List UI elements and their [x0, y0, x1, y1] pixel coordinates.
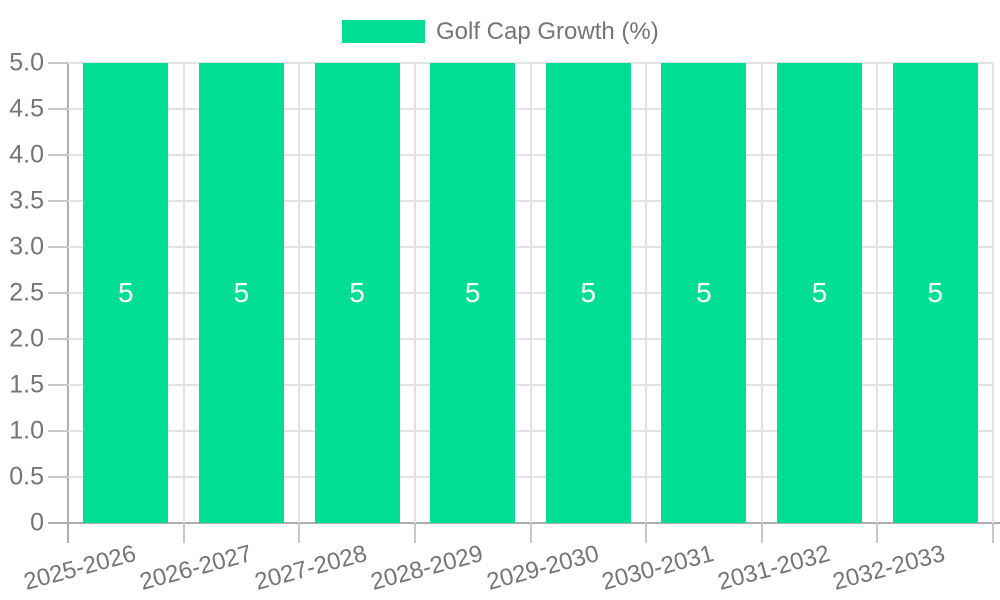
y-tick — [48, 338, 68, 340]
x-gridline — [413, 63, 416, 523]
y-axis-tick-label: 5.0 — [9, 48, 44, 77]
x-gridline — [992, 63, 994, 523]
x-axis-tick-label: 2031-2032 — [714, 540, 833, 596]
y-axis-tick-label: 3.5 — [9, 186, 44, 215]
bar[interactable]: 5 — [661, 63, 747, 523]
y-axis-tick-label: 4.0 — [9, 140, 44, 169]
y-axis-tick-label: 2.5 — [9, 278, 44, 307]
y-tick — [48, 292, 68, 294]
x-axis-tick-label: 2030-2031 — [599, 540, 717, 596]
bar-value-label: 5 — [927, 277, 943, 308]
x-gridline — [760, 63, 763, 523]
bar-value-label: 5 — [118, 277, 134, 308]
y-axis-line — [67, 63, 69, 543]
x-axis-tick-label: 2028-2029 — [367, 540, 486, 596]
x-tick — [876, 523, 879, 543]
bar[interactable]: 5 — [545, 63, 631, 523]
y-axis-tick-label: 1.0 — [9, 416, 44, 445]
y-tick — [48, 154, 68, 156]
x-tick — [182, 523, 185, 543]
bar-value-label: 5 — [696, 277, 712, 308]
x-axis-tick-label: 2026-2027 — [136, 540, 255, 596]
y-tick — [48, 62, 68, 64]
legend-item[interactable]: Golf Cap Growth (%) — [342, 18, 659, 45]
x-tick — [298, 523, 301, 543]
x-axis-tick-label: 2032-2033 — [830, 540, 949, 596]
y-axis-tick-label: 0.5 — [9, 462, 44, 491]
y-tick — [48, 384, 68, 386]
x-gridline — [182, 63, 185, 523]
y-axis-tick-label: 0 — [30, 508, 44, 537]
x-axis-line — [48, 522, 1000, 524]
y-tick — [48, 476, 68, 478]
x-gridline — [645, 63, 648, 523]
y-tick — [48, 246, 68, 248]
bar-value-label: 5 — [580, 277, 597, 308]
bar[interactable]: 5 — [777, 63, 863, 523]
bar[interactable]: 5 — [430, 63, 516, 523]
bar[interactable]: 5 — [198, 63, 284, 523]
y-axis-tick-label: 4.5 — [9, 94, 44, 123]
y-axis-tick-label: 3.0 — [9, 232, 44, 261]
x-axis-tick-label: 2027-2028 — [252, 540, 371, 596]
x-tick — [760, 523, 763, 543]
bar[interactable]: 5 — [892, 63, 978, 523]
x-tick — [992, 523, 994, 543]
legend-label: Golf Cap Growth (%) — [436, 18, 659, 45]
bar-value-label: 5 — [464, 277, 481, 308]
bar-value-label: 5 — [349, 277, 365, 308]
y-tick — [48, 108, 68, 110]
x-tick — [413, 523, 416, 543]
y-tick — [48, 200, 68, 202]
legend-swatch-icon — [342, 20, 425, 43]
x-axis-tick-label: 2025-2026 — [20, 540, 139, 596]
bar-value-label: 5 — [233, 277, 250, 308]
x-gridline — [876, 63, 879, 523]
y-axis-tick-label: 1.5 — [9, 370, 44, 399]
x-gridline — [298, 63, 301, 523]
bar[interactable]: 5 — [83, 63, 169, 523]
y-axis-tick-label: 2.0 — [9, 324, 44, 353]
x-tick — [645, 523, 648, 543]
x-tick — [529, 523, 532, 543]
bar[interactable]: 5 — [314, 63, 400, 523]
x-axis-tick-label: 2029-2030 — [483, 540, 602, 596]
x-gridline — [529, 63, 532, 523]
y-tick — [48, 430, 68, 432]
bar-value-label: 5 — [811, 277, 828, 308]
